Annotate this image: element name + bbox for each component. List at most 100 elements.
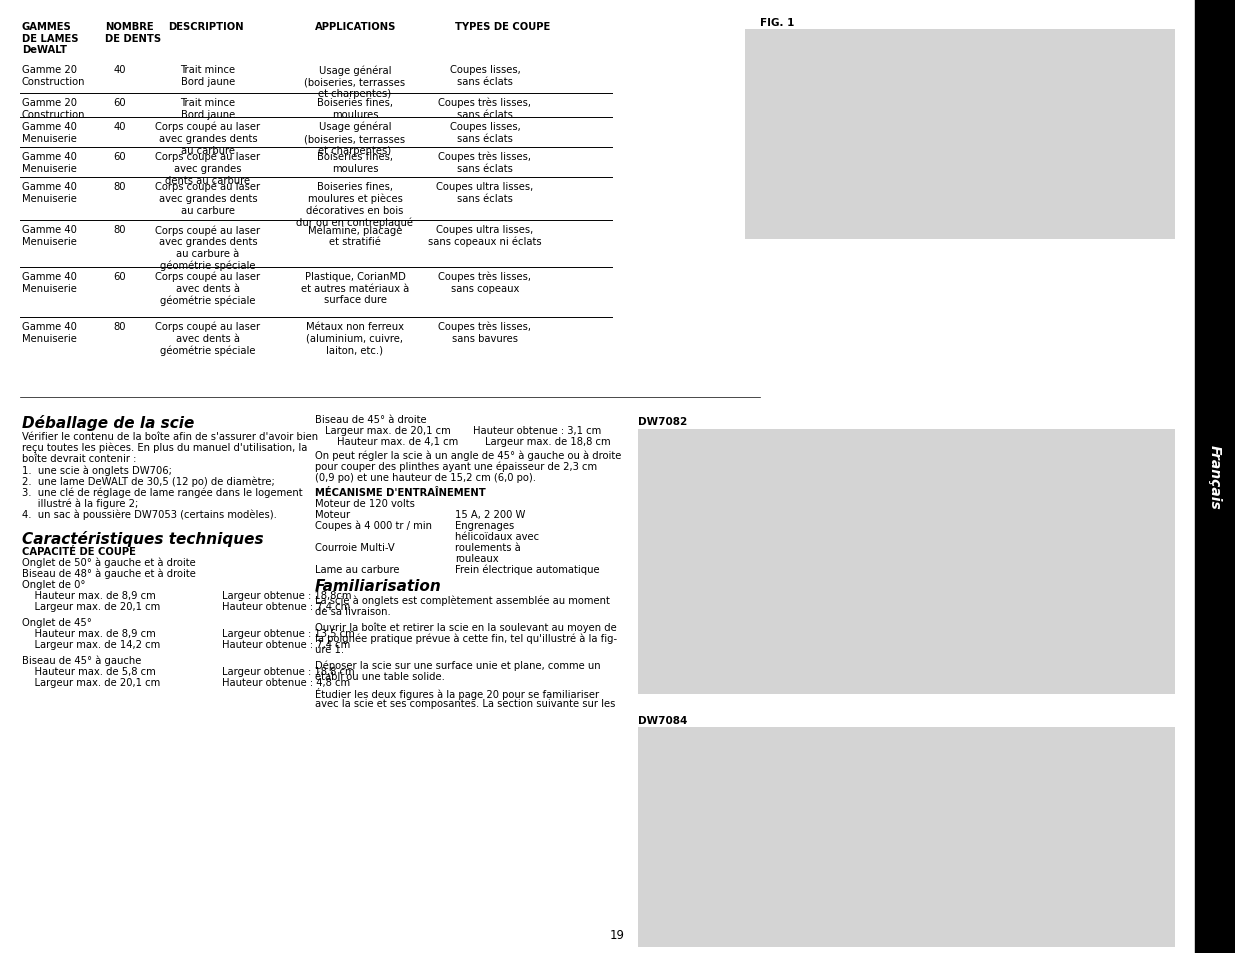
Text: Coupes très lisses,
sans éclats: Coupes très lisses, sans éclats (438, 152, 531, 173)
Text: Moteur: Moteur (315, 510, 351, 519)
Text: Mélamine, placage
et stratifié: Mélamine, placage et stratifié (308, 225, 403, 247)
Text: Usage général
(boiseries, terrasses
et charpentes): Usage général (boiseries, terrasses et c… (305, 122, 405, 155)
Text: Plastique, CorianMD
et autres matériaux à
surface dure: Plastique, CorianMD et autres matériaux … (301, 272, 409, 305)
Text: Gamme 40
Menuiserie: Gamme 40 Menuiserie (22, 152, 77, 173)
Text: Coupes ultra lisses,
sans copeaux ni éclats: Coupes ultra lisses, sans copeaux ni écl… (429, 225, 542, 247)
Text: Hauteur max. de 5,8 cm: Hauteur max. de 5,8 cm (22, 666, 156, 677)
Text: Corps coupé au laser
avec dents à
géométrie spéciale: Corps coupé au laser avec dents à géomét… (156, 322, 261, 355)
Bar (1195, 0, 1235, 953)
Text: Gamme 40
Menuiserie: Gamme 40 Menuiserie (22, 272, 77, 294)
Text: roulements à: roulements à (454, 542, 521, 553)
Text: Trait mince
Bord jaune: Trait mince Bord jaune (180, 98, 236, 119)
Text: Biseau de 45° à gauche: Biseau de 45° à gauche (22, 656, 141, 666)
Text: 15 A, 2 200 W: 15 A, 2 200 W (454, 510, 525, 519)
Text: Onglet de 50° à gauche et à droite: Onglet de 50° à gauche et à droite (22, 558, 196, 568)
Text: 80: 80 (114, 182, 126, 192)
Text: Ouvrir la boîte et retirer la scie en la soulevant au moyen de: Ouvrir la boîte et retirer la scie en la… (315, 622, 616, 633)
Text: Déballage de la scie: Déballage de la scie (22, 415, 194, 431)
Text: Coupes à 4 000 tr / min: Coupes à 4 000 tr / min (315, 520, 432, 531)
Text: Coupes lisses,
sans éclats: Coupes lisses, sans éclats (450, 122, 520, 144)
Text: Largeur obtenue : 18,8 cm: Largeur obtenue : 18,8 cm (222, 666, 354, 677)
Text: Caractéristiques techniques: Caractéristiques techniques (22, 531, 263, 546)
Text: Gamme 20
Construction: Gamme 20 Construction (22, 98, 85, 119)
Text: reçu toutes les pièces. En plus du manuel d'utilisation, la: reçu toutes les pièces. En plus du manue… (22, 442, 308, 453)
Text: ure 1.: ure 1. (315, 644, 345, 655)
Text: pour couper des plinthes ayant une épaisseur de 2,3 cm: pour couper des plinthes ayant une épais… (315, 461, 598, 472)
Text: Largeur max. de 18,8 cm: Largeur max. de 18,8 cm (485, 436, 610, 447)
Text: (0,9 po) et une hauteur de 15,2 cm (6,0 po).: (0,9 po) et une hauteur de 15,2 cm (6,0 … (315, 473, 536, 482)
Bar (638, 727, 1174, 947)
Text: Métaux non ferreux
(aluminium, cuivre,
laiton, etc.): Métaux non ferreux (aluminium, cuivre, l… (306, 322, 404, 355)
Text: Courroie Multi-V: Courroie Multi-V (315, 542, 395, 553)
Text: Hauteur max. de 8,9 cm: Hauteur max. de 8,9 cm (22, 590, 156, 600)
Text: On peut régler la scie à un angle de 45° à gauche ou à droite: On peut régler la scie à un angle de 45°… (315, 451, 621, 461)
Text: Boiseries fines,
moulures: Boiseries fines, moulures (317, 98, 393, 119)
Text: Vérifier le contenu de la boîte afin de s'assurer d'avoir bien: Vérifier le contenu de la boîte afin de … (22, 432, 319, 441)
Text: Largeur obtenue : 18,8cm: Largeur obtenue : 18,8cm (222, 590, 352, 600)
Text: Coupes très lisses,
sans éclats: Coupes très lisses, sans éclats (438, 98, 531, 120)
Text: Coupes très lisses,
sans bavures: Coupes très lisses, sans bavures (438, 322, 531, 344)
Text: hélicoïdaux avec: hélicoïdaux avec (454, 532, 540, 541)
Text: illustré à la figure 2;: illustré à la figure 2; (22, 498, 138, 509)
Text: Boiseries fines,
moulures: Boiseries fines, moulures (317, 152, 393, 173)
Text: Biseau de 45° à droite: Biseau de 45° à droite (315, 415, 426, 424)
Text: Lame au carbure: Lame au carbure (315, 564, 399, 575)
Text: Corps coupé au laser
avec grandes dents
au carbure à
géométrie spéciale: Corps coupé au laser avec grandes dents … (156, 225, 261, 271)
Text: Usage général
(boiseries, terrasses
et charpentes): Usage général (boiseries, terrasses et c… (305, 65, 405, 98)
Text: boîte devrait contenir :: boîte devrait contenir : (22, 454, 136, 463)
Text: Largeur max. de 20,1 cm: Largeur max. de 20,1 cm (22, 678, 161, 687)
Text: Corps coupé au laser
avec dents à
géométrie spéciale: Corps coupé au laser avec dents à géomét… (156, 272, 261, 306)
Text: Gamme 40
Menuiserie: Gamme 40 Menuiserie (22, 225, 77, 246)
Text: Frein électrique automatique: Frein électrique automatique (454, 564, 600, 575)
Text: Hauteur obtenue : 4,8 cm: Hauteur obtenue : 4,8 cm (222, 678, 351, 687)
Text: Largeur max. de 20,1 cm: Largeur max. de 20,1 cm (325, 426, 451, 436)
Text: Hauteur max. de 8,9 cm: Hauteur max. de 8,9 cm (22, 628, 156, 639)
Text: Étudier les deux figures à la page 20 pour se familiariser: Étudier les deux figures à la page 20 po… (315, 687, 599, 700)
Text: Hauteur obtenue : 7,4 cm: Hauteur obtenue : 7,4 cm (222, 601, 351, 612)
Text: de sa livraison.: de sa livraison. (315, 606, 390, 617)
Text: 40: 40 (114, 65, 126, 75)
Text: Moteur de 120 volts: Moteur de 120 volts (315, 498, 415, 509)
Text: Français: Français (1208, 444, 1221, 509)
Text: Gamme 40
Menuiserie: Gamme 40 Menuiserie (22, 182, 77, 203)
Text: Largeur max. de 14,2 cm: Largeur max. de 14,2 cm (22, 639, 161, 649)
Text: 1.  une scie à onglets DW706;: 1. une scie à onglets DW706; (22, 465, 172, 476)
Text: Corps coupé au laser
avec grandes dents
au carbure: Corps coupé au laser avec grandes dents … (156, 122, 261, 155)
Text: FIG. 1: FIG. 1 (760, 18, 794, 28)
Text: la poignée pratique prévue à cette fin, tel qu'illustré à la fig-: la poignée pratique prévue à cette fin, … (315, 634, 618, 644)
Text: 40: 40 (114, 122, 126, 132)
Text: Déposer la scie sur une surface unie et plane, comme un: Déposer la scie sur une surface unie et … (315, 660, 600, 671)
Text: Boiseries fines,
moulures et pièces
décoratives en bois
dur ou en contreplaqué: Boiseries fines, moulures et pièces déco… (296, 182, 414, 228)
Text: 19: 19 (610, 928, 625, 941)
Text: Coupes ultra lisses,
sans éclats: Coupes ultra lisses, sans éclats (436, 182, 534, 203)
Text: DESCRIPTION: DESCRIPTION (168, 22, 243, 32)
Text: NOMBRE
DE DENTS: NOMBRE DE DENTS (105, 22, 161, 44)
Text: 2.  une lame DeWALT de 30,5 (12 po) de diamètre;: 2. une lame DeWALT de 30,5 (12 po) de di… (22, 476, 274, 487)
Text: 4.  un sac à poussière DW7053 (certains modèles).: 4. un sac à poussière DW7053 (certains m… (22, 510, 277, 520)
Text: Gamme 20
Construction: Gamme 20 Construction (22, 65, 85, 87)
Text: Gamme 40
Menuiserie: Gamme 40 Menuiserie (22, 322, 77, 343)
Text: 60: 60 (114, 272, 126, 282)
Text: Largeur obtenue : 13,5 cm: Largeur obtenue : 13,5 cm (222, 628, 354, 639)
Text: 60: 60 (114, 98, 126, 108)
Text: Hauteur obtenue : 3,1 cm: Hauteur obtenue : 3,1 cm (473, 426, 601, 436)
Text: Corps coupé au laser
avec grandes dents
au carbure: Corps coupé au laser avec grandes dents … (156, 182, 261, 215)
Text: TYPES DE COUPE: TYPES DE COUPE (454, 22, 551, 32)
Text: CAPACITÉ DE COUPE: CAPACITÉ DE COUPE (22, 546, 136, 557)
Text: Hauteur obtenue : 7,4 cm: Hauteur obtenue : 7,4 cm (222, 639, 351, 649)
Text: GAMMES
DE LAMES
DeWALT: GAMMES DE LAMES DeWALT (22, 22, 79, 55)
Text: rouleaux: rouleaux (454, 554, 499, 563)
Text: 3.  une clé de réglage de lame rangée dans le logement: 3. une clé de réglage de lame rangée dan… (22, 488, 303, 498)
Text: Biseau de 48° à gauche et à droite: Biseau de 48° à gauche et à droite (22, 568, 196, 578)
Text: Familiarisation: Familiarisation (315, 578, 442, 594)
Text: Hauteur max. de 4,1 cm: Hauteur max. de 4,1 cm (337, 436, 458, 447)
Text: Onglet de 0°: Onglet de 0° (22, 579, 85, 589)
Text: Gamme 40
Menuiserie: Gamme 40 Menuiserie (22, 122, 77, 144)
Text: avec la scie et ses composantes. La section suivante sur les: avec la scie et ses composantes. La sect… (315, 699, 615, 708)
Text: Corps coupé au laser
avec grandes
dents au carbure: Corps coupé au laser avec grandes dents … (156, 152, 261, 186)
Text: 80: 80 (114, 225, 126, 234)
Text: DW7084: DW7084 (638, 716, 688, 725)
Text: DW7082: DW7082 (638, 416, 687, 427)
Text: Largeur max. de 20,1 cm: Largeur max. de 20,1 cm (22, 601, 161, 612)
Bar (745, 30, 1174, 240)
